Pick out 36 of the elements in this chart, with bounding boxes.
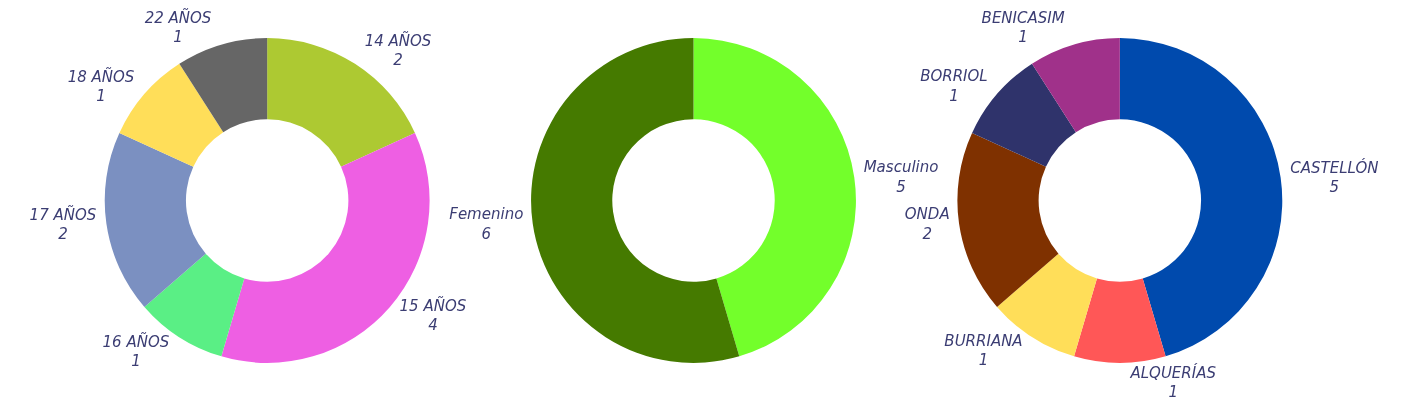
data-label: 5: [1329, 178, 1340, 197]
donut-slice: [104, 133, 206, 307]
slice-label: BORRIOL: [920, 67, 988, 86]
slice-label: Femenino: [449, 205, 524, 224]
slice-label: 14 AÑOS: [364, 30, 432, 50]
donut-slice: [531, 38, 740, 363]
slice-label: 17 AÑOS: [29, 204, 97, 224]
data-label: 1: [978, 351, 989, 370]
data-label: 2: [922, 224, 933, 243]
slice-label: 18 AÑOS: [67, 66, 135, 86]
donut-slice: [1119, 38, 1283, 357]
slice-label: BENICASIM: [981, 8, 1065, 27]
donut-slice: [693, 38, 856, 357]
slice-label: ONDA: [904, 205, 950, 224]
data-label: 1: [96, 87, 106, 106]
data-label: 2: [393, 51, 403, 70]
donut-slice: [1032, 38, 1120, 133]
donut-slice: [179, 38, 268, 133]
slice-label: 16 AÑOS: [102, 331, 170, 351]
slice-label: CASTELLÓN: [1290, 157, 1379, 177]
slice-label: 15 AÑOS: [399, 295, 467, 315]
data-label: 4: [428, 316, 438, 335]
data-label: 2: [58, 225, 68, 244]
donut-slice: [1074, 278, 1166, 363]
data-label: 1: [173, 28, 183, 47]
slice-label: ALQUERÍAS: [1129, 362, 1217, 382]
data-label: 1: [1018, 28, 1028, 47]
data-label: 1: [949, 86, 959, 105]
data-label: 6: [481, 224, 492, 243]
data-label: 1: [131, 352, 141, 371]
slice-label: Masculino: [863, 158, 939, 177]
slice-label: 22 AÑOS: [144, 7, 212, 27]
data-label: 1: [1168, 383, 1178, 402]
slice-label: BURRIANA: [944, 331, 1023, 350]
data-label: 5: [896, 177, 906, 196]
donut-slice: [957, 133, 1059, 307]
